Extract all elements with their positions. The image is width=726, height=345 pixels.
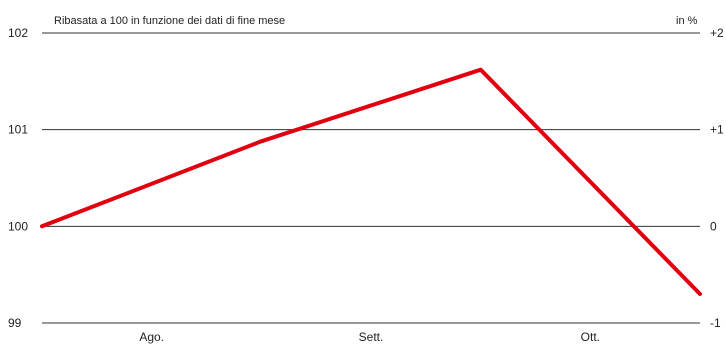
x-tick-label: Ott. [581, 330, 600, 344]
series-group [42, 69, 701, 294]
left-tick-label: 99 [8, 316, 22, 330]
left-tick-label: 101 [8, 123, 28, 137]
series-line [42, 70, 700, 294]
chart-subtitle: Ribasata a 100 in funzione dei dati di f… [54, 15, 285, 27]
left-tick-label: 102 [8, 26, 28, 40]
left-tick-label: 100 [8, 219, 28, 233]
left-axis: 102 101 100 99 [8, 26, 28, 330]
right-tick-label: +2 [710, 26, 724, 40]
right-unit-label: in % [676, 15, 698, 27]
right-tick-label: +1 [710, 123, 724, 137]
right-axis: +2 +1 0 -1 [710, 26, 724, 330]
right-tick-label: 0 [710, 219, 717, 233]
data-point [480, 69, 481, 70]
gridlines [42, 33, 700, 323]
data-point [42, 226, 43, 227]
x-tick-label: Sett. [359, 330, 384, 344]
right-tick-label: -1 [710, 316, 721, 330]
data-point [700, 294, 701, 295]
data-point [261, 141, 262, 142]
x-tick-label: Ago. [139, 330, 164, 344]
x-axis: Ago. Sett. Ott. [139, 330, 600, 344]
